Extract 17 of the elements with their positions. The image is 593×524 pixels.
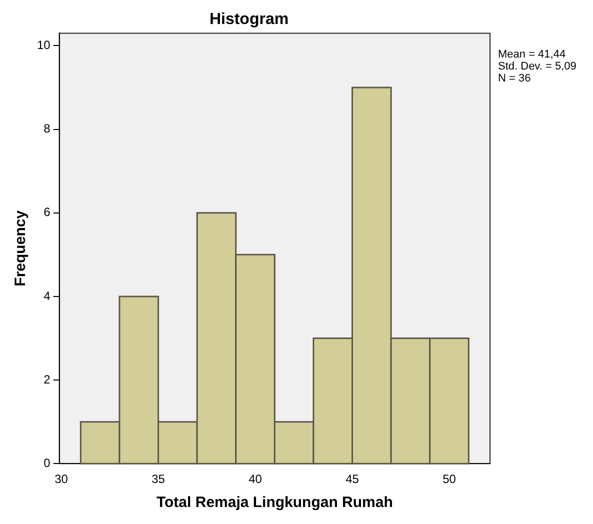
x-tick-label: 45 (346, 472, 360, 486)
y-tick-label: 0 (44, 456, 51, 470)
text: Mean = 41,44 (498, 48, 566, 61)
y-tick-label: 8 (44, 122, 51, 136)
y-tick-label: 4 (44, 288, 51, 303)
y-tick-label: 10 (36, 38, 51, 52)
x-axis-title: Total Remaja Lingkungan Rumah (156, 494, 393, 512)
text: N = 36 (498, 72, 531, 85)
text: Std. Dev. = 5,09 (498, 60, 576, 73)
y-axis-title: Frequency (12, 210, 30, 286)
y-tick-label: 2 (44, 372, 51, 386)
x-tick-label: 40 (248, 472, 262, 486)
x-tick-label: 50 (442, 472, 456, 486)
x-tick-label: 35 (152, 472, 166, 486)
chart-title: Histogram (209, 11, 289, 28)
y-tick-label: 6 (44, 205, 51, 220)
x-tick-label: 30 (54, 472, 68, 486)
